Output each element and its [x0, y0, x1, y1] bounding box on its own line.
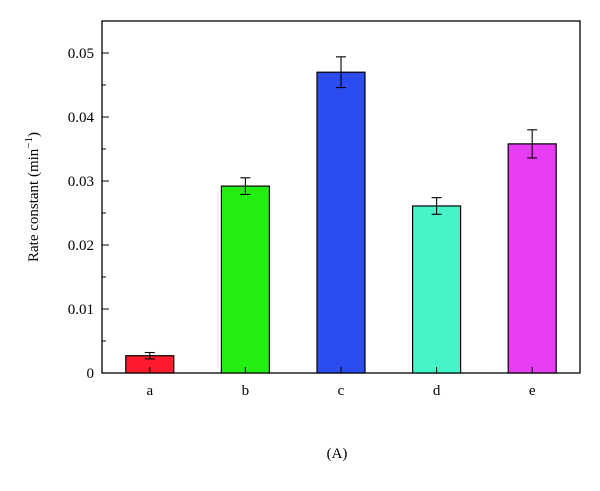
x-tick-label-b: b — [242, 383, 250, 399]
y-axis-title-main: Rate constant (min — [26, 148, 42, 262]
y-axis-title-close: ) — [26, 132, 42, 137]
y-axis-title-superscript: −1 — [23, 137, 35, 149]
y-tick-label: 0.03 — [68, 174, 94, 190]
x-tick-label-a: a — [146, 383, 153, 399]
y-axis-title: Rate constant (min−1) — [23, 132, 42, 262]
y-tick-label: 0 — [87, 366, 95, 382]
x-tick-label-e: e — [529, 383, 536, 399]
bar-d — [412, 205, 462, 374]
x-tick-label-c: c — [338, 383, 345, 399]
y-tick-label: 0.04 — [68, 110, 95, 126]
bar-e — [507, 143, 557, 374]
y-tick-label: 0.01 — [68, 302, 94, 318]
panel-label: (A) — [327, 446, 348, 462]
x-tick-label-d: d — [433, 383, 441, 399]
y-tick-label: 0.05 — [68, 46, 94, 62]
y-tick-label: 0.02 — [68, 238, 94, 254]
bar-b — [220, 185, 270, 374]
bar-c — [316, 71, 366, 374]
